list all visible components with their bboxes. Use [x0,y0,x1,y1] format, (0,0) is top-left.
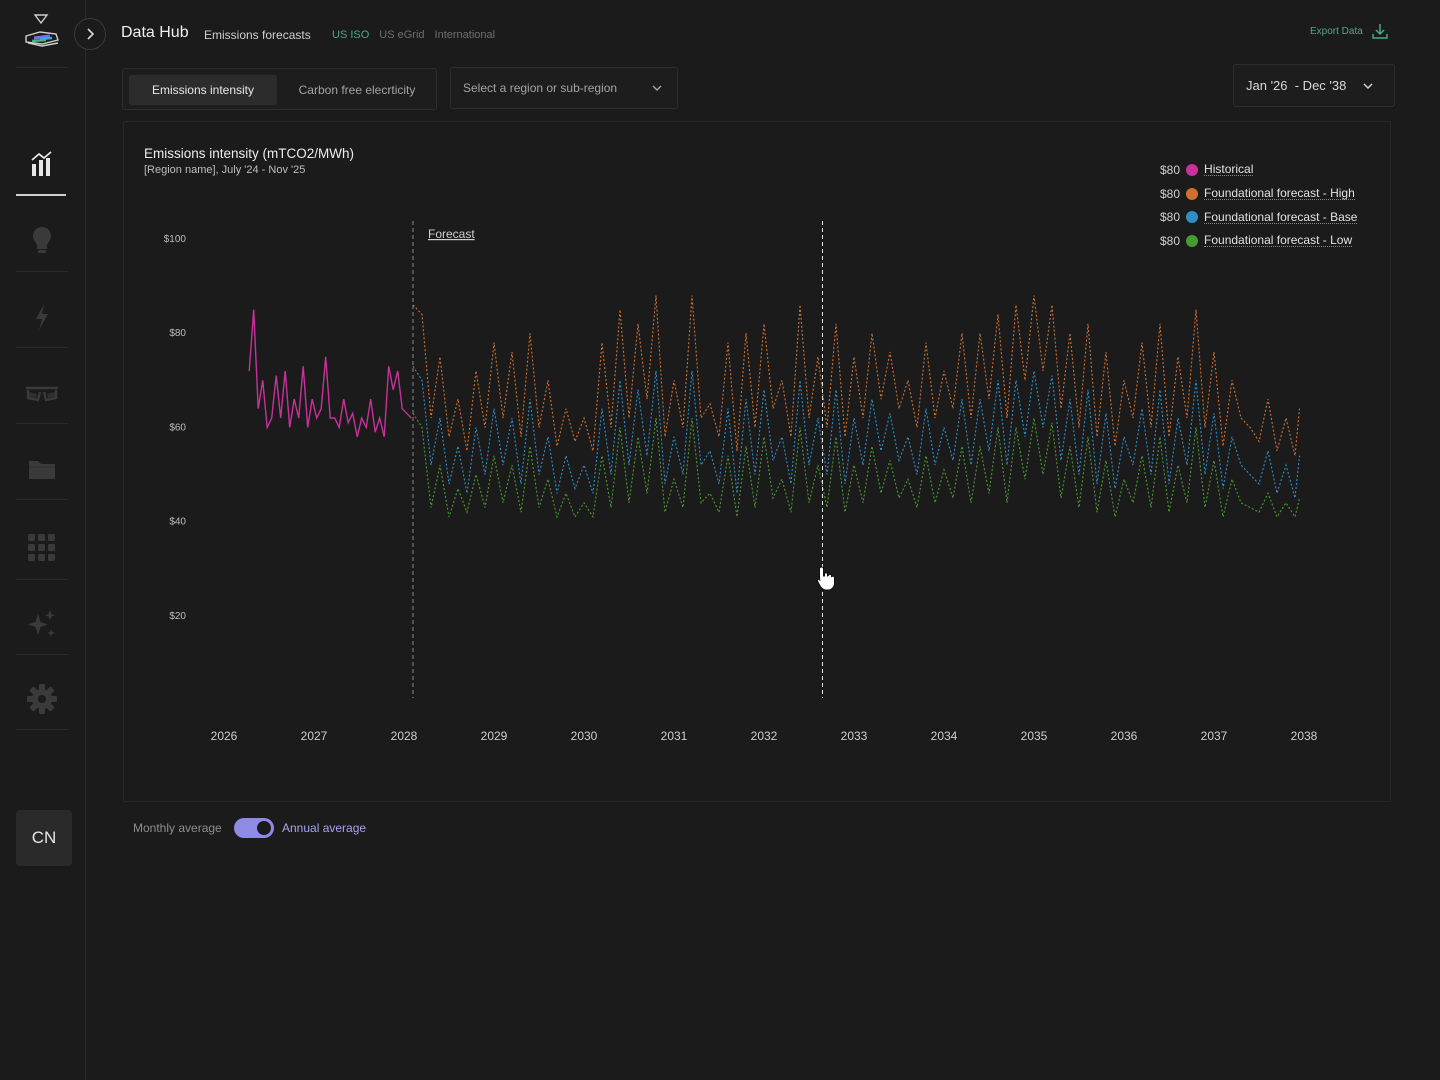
forecast-label: Forecast [428,227,475,241]
metric-toggle: Emissions intensity Carbon free elecrtic… [122,68,437,110]
export-data-button[interactable]: Export Data [1310,22,1389,40]
x-tick-label: 2035 [1021,729,1048,743]
folder-icon [29,461,55,479]
grid-icon [28,534,55,561]
sidebar-item-files[interactable] [16,437,68,501]
toggle-knob [257,821,271,835]
sidebar-divider [16,579,68,580]
logo-icon [20,12,64,56]
avatar[interactable]: CN [16,810,72,866]
y-tick-label: $80 [169,328,186,339]
page-title: Data Hub [121,24,189,41]
chevron-down-icon [652,85,662,91]
region-tabs: US ISO US eGrid International [332,29,495,41]
lightning-icon [36,304,48,330]
x-tick-label: 2029 [481,729,508,743]
series-line-foundational-forecast-base [412,365,1301,499]
tab-carbon-free-electricity[interactable]: Carbon free elecrticity [298,83,416,97]
sidebar-divider [16,423,68,424]
bar-chart-icon [31,151,52,176]
y-tick-label: $100 [164,234,187,245]
x-tick-label: 2038 [1291,729,1318,743]
legend-label: Historical [1204,162,1254,177]
chevron-right-icon [87,28,95,40]
date-range-value: Jan '26 - Dec '38 [1246,78,1347,93]
x-tick-label: 2034 [931,729,958,743]
chart-legend: $80 Historical $80 Foundational forecast… [1160,158,1358,253]
legend-dot [1186,187,1199,200]
legend-label: Foundational forecast - Base [1204,209,1358,224]
y-tick-label: $60 [169,422,186,433]
tab-us-iso[interactable]: US ISO [332,29,370,41]
average-toggle[interactable] [234,818,274,838]
sidebar-item-insights[interactable] [16,361,68,425]
legend-label: Foundational forecast - High [1204,186,1355,201]
sidebar-item-settings[interactable] [16,667,68,731]
download-icon [1372,24,1388,39]
sidebar-item-energy[interactable] [16,285,68,349]
legend-label: Foundational forecast - Low [1204,233,1353,248]
page-subtitle: Emissions forecasts [204,28,311,42]
region-select-placeholder: Select a region or sub-region [463,81,618,95]
legend-value: $80 [1160,162,1181,177]
x-tick-label: 2028 [391,729,418,743]
glasses-icon [26,386,58,402]
sidebar-collapse-button[interactable] [74,18,106,50]
x-tick-label: 2026 [211,729,238,743]
tab-international[interactable]: International [434,29,496,41]
sidebar-item-ideas[interactable] [16,208,68,272]
sidebar-divider [16,499,68,500]
sidebar-item-apps[interactable] [16,516,68,580]
export-label: Export Data [1310,25,1363,37]
legend-value: $80 [1160,210,1181,225]
legend-dot [1186,234,1199,247]
series-line-historical [248,309,412,437]
region-select[interactable]: Select a region or sub-region [450,67,678,109]
monthly-average-label[interactable]: Monthly average [133,821,222,835]
date-range-select[interactable]: Jan '26 - Dec '38 [1233,64,1395,107]
legend-item-historical[interactable]: $80 Historical [1160,158,1357,182]
chart-panel [123,121,1391,802]
sidebar-item-ai[interactable] [16,592,68,656]
sidebar-divider [16,347,68,348]
tab-us-egrid[interactable]: US eGrid [379,29,425,41]
annual-average-label[interactable]: Annual average [282,821,367,835]
sidebar-item-charts[interactable] [16,132,68,196]
y-tick-label: $20 [169,611,186,622]
sidebar-divider [16,67,68,68]
x-tick-label: 2032 [751,729,778,743]
legend-dot [1186,163,1199,176]
legend-dot [1186,211,1199,224]
y-tick-label: $40 [169,517,186,528]
chart-title: Emissions intensity (mTCO2/MWh) [144,146,355,161]
legend-value: $80 [1160,233,1181,248]
legend-value: $80 [1160,186,1181,201]
series-line-foundational-forecast-high [412,295,1301,456]
legend-item-base[interactable]: $80 Foundational forecast - Base [1160,205,1358,229]
tab-emissions-intensity[interactable]: Emissions intensity [129,75,277,105]
x-tick-label: 2030 [571,729,598,743]
x-tick-label: 2031 [661,729,688,743]
gear-icon [27,684,57,714]
chevron-down-icon [1363,83,1373,89]
chart-subtitle: [Region name], July '24 - Nov '25 [144,164,306,176]
sidebar-divider [16,271,68,272]
x-tick-label: 2037 [1201,729,1228,743]
sparkle-icon [28,610,55,637]
sidebar-divider [16,729,68,730]
series-line-foundational-forecast-low [412,413,1301,519]
lightbulb-icon [33,227,51,253]
legend-item-high[interactable]: $80 Foundational forecast - High [1160,182,1357,206]
hand-cursor-icon [816,566,835,591]
x-tick-label: 2027 [301,729,328,743]
x-tick-label: 2033 [841,729,868,743]
legend-item-low[interactable]: $80 Foundational forecast - Low [1160,229,1357,253]
sidebar: CN [0,0,86,1080]
sidebar-divider [16,654,68,655]
x-tick-label: 2036 [1111,729,1138,743]
